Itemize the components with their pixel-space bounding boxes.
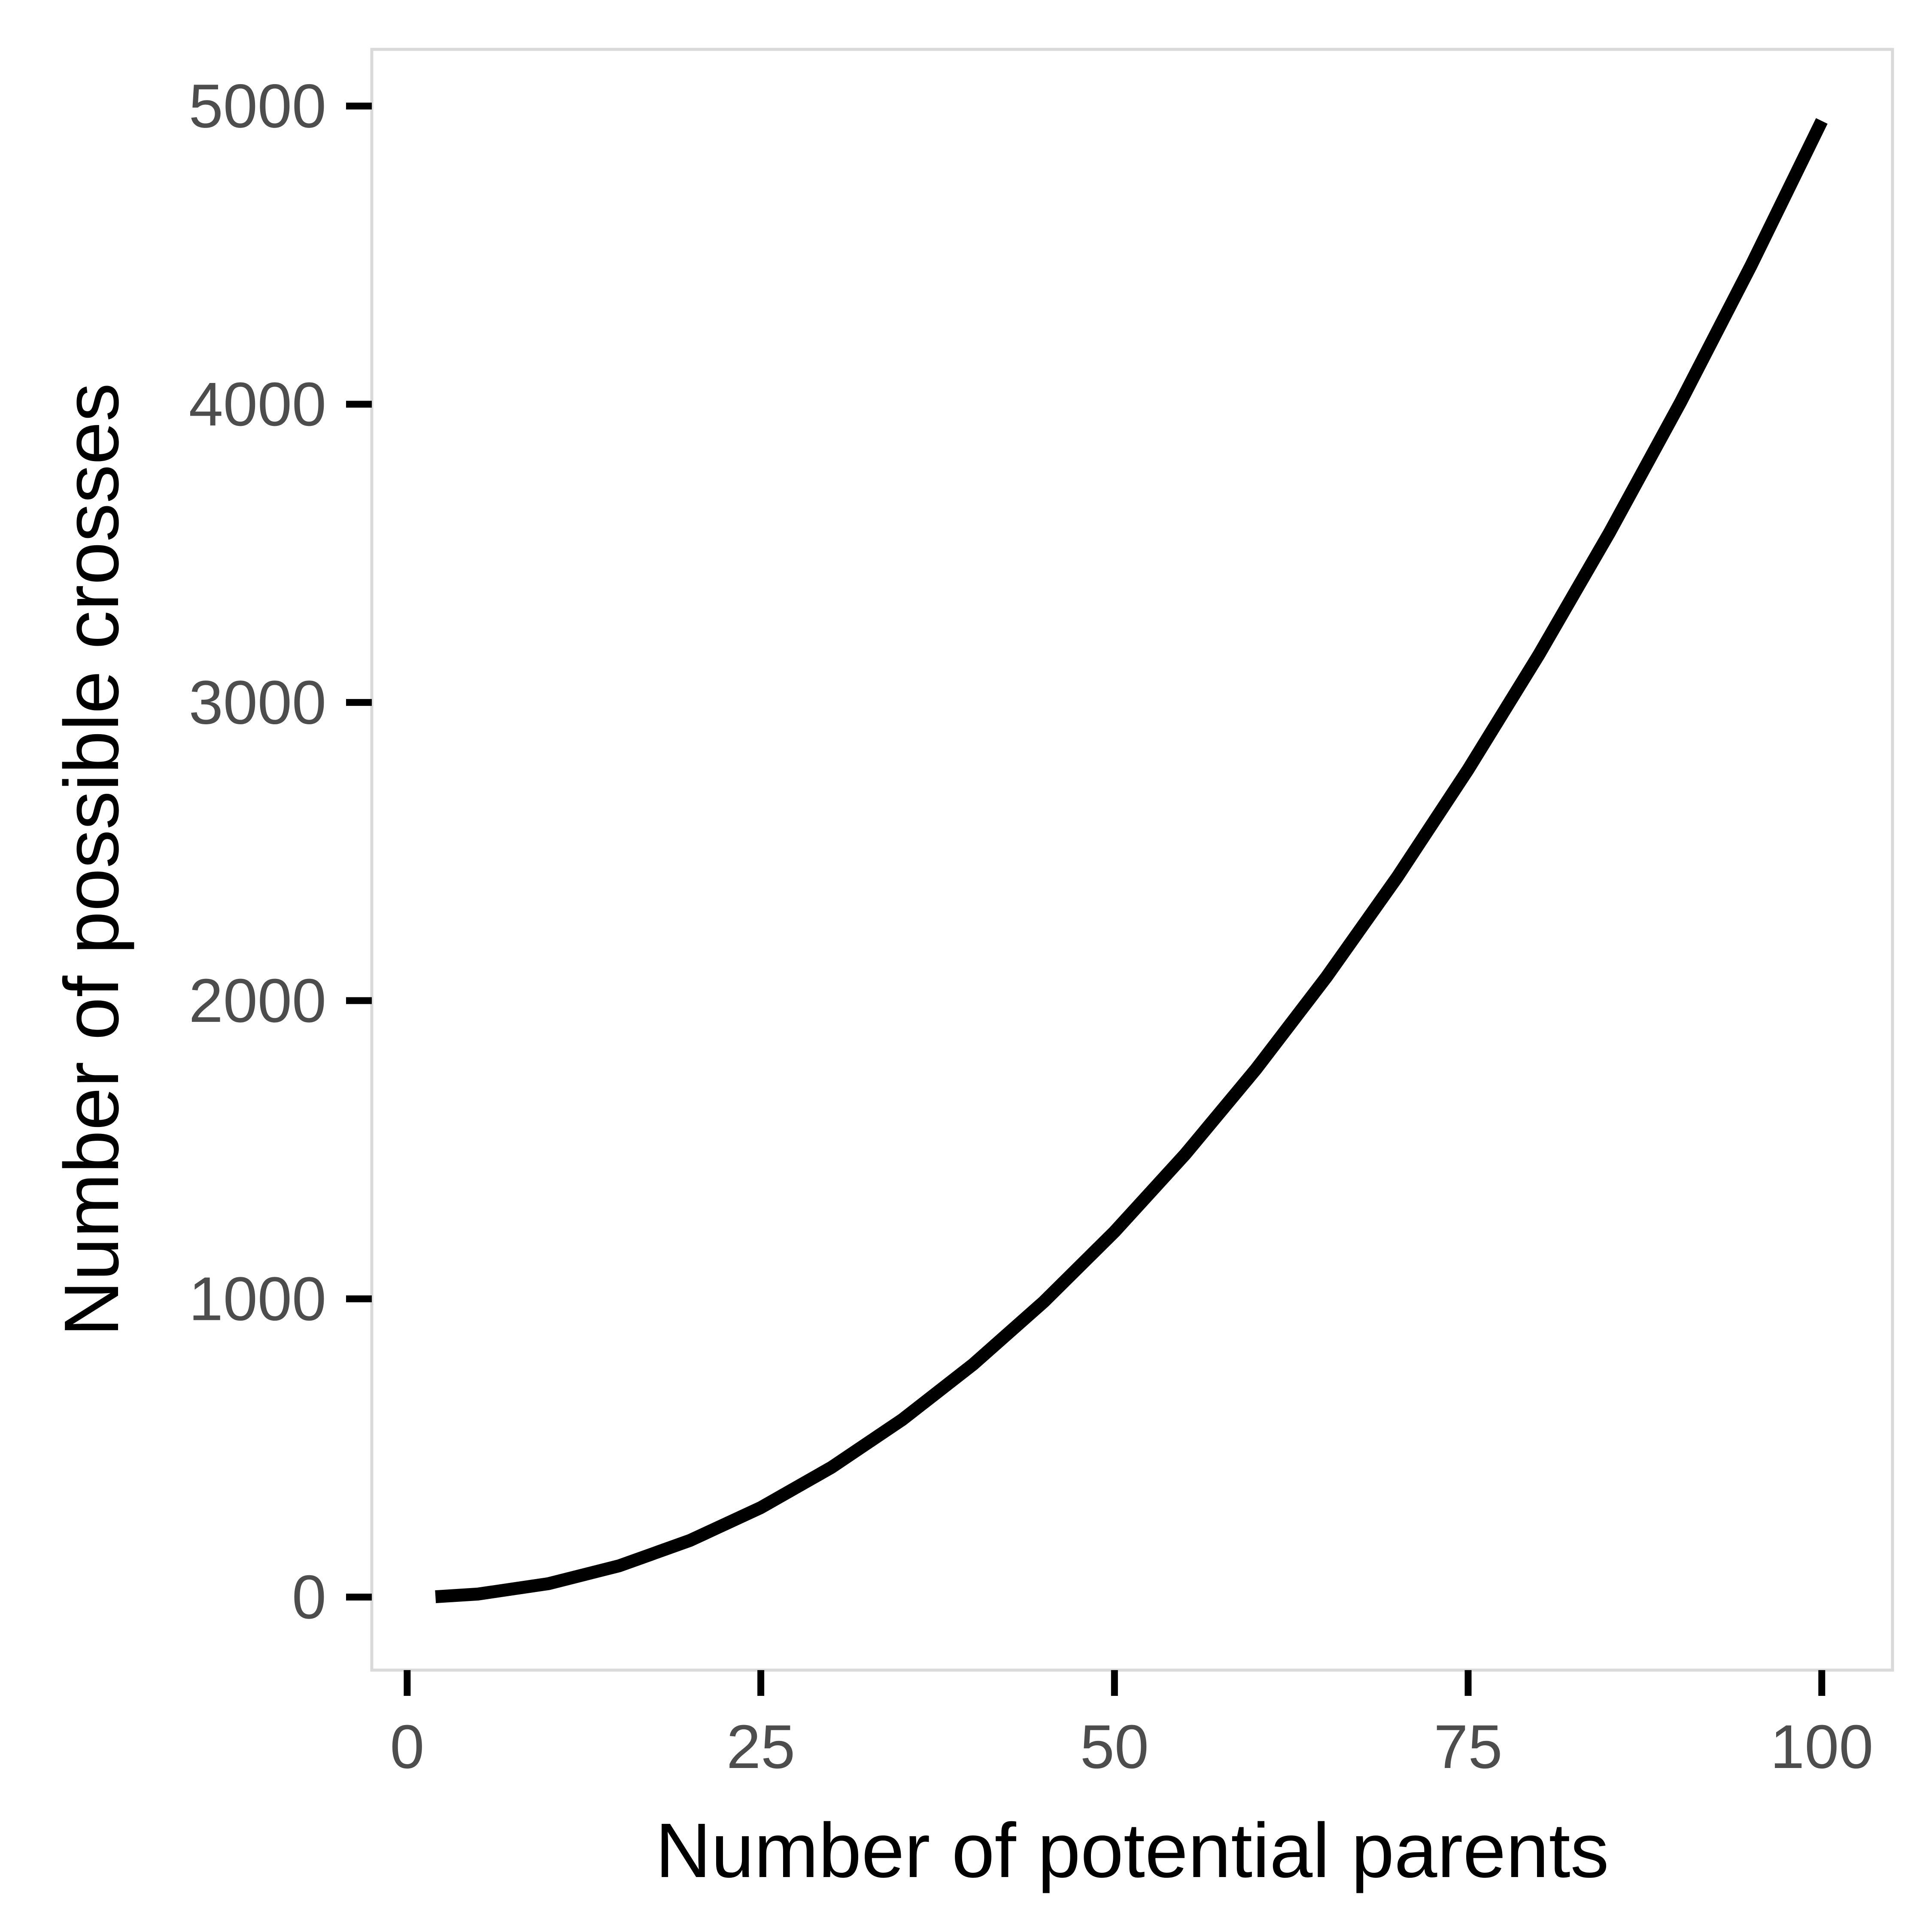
y-axis: 0 1000 2000 3000 4000 5000 bbox=[189, 71, 372, 1631]
y-tick-label: 3000 bbox=[189, 668, 326, 737]
x-axis-title: Number of potential parents bbox=[655, 1807, 1609, 1894]
x-tick-label: 100 bbox=[1770, 1712, 1873, 1781]
y-tick-label: 1000 bbox=[189, 1264, 326, 1334]
data-line bbox=[435, 118, 1828, 1604]
x-tick-label: 0 bbox=[390, 1712, 424, 1781]
x-tick-label: 75 bbox=[1434, 1712, 1502, 1781]
x-axis: 0 25 50 75 100 bbox=[390, 1670, 1873, 1781]
x-tick-label: 50 bbox=[1080, 1712, 1149, 1781]
plot-panel-border bbox=[370, 48, 1894, 1672]
x-tick-label: 25 bbox=[726, 1712, 795, 1781]
y-tick-label: 0 bbox=[292, 1562, 326, 1631]
y-tick-label: 4000 bbox=[189, 370, 326, 439]
y-tick-label: 2000 bbox=[189, 966, 326, 1035]
y-tick-label: 5000 bbox=[189, 71, 326, 140]
y-axis-title: Number of possible crosses bbox=[49, 383, 135, 1337]
